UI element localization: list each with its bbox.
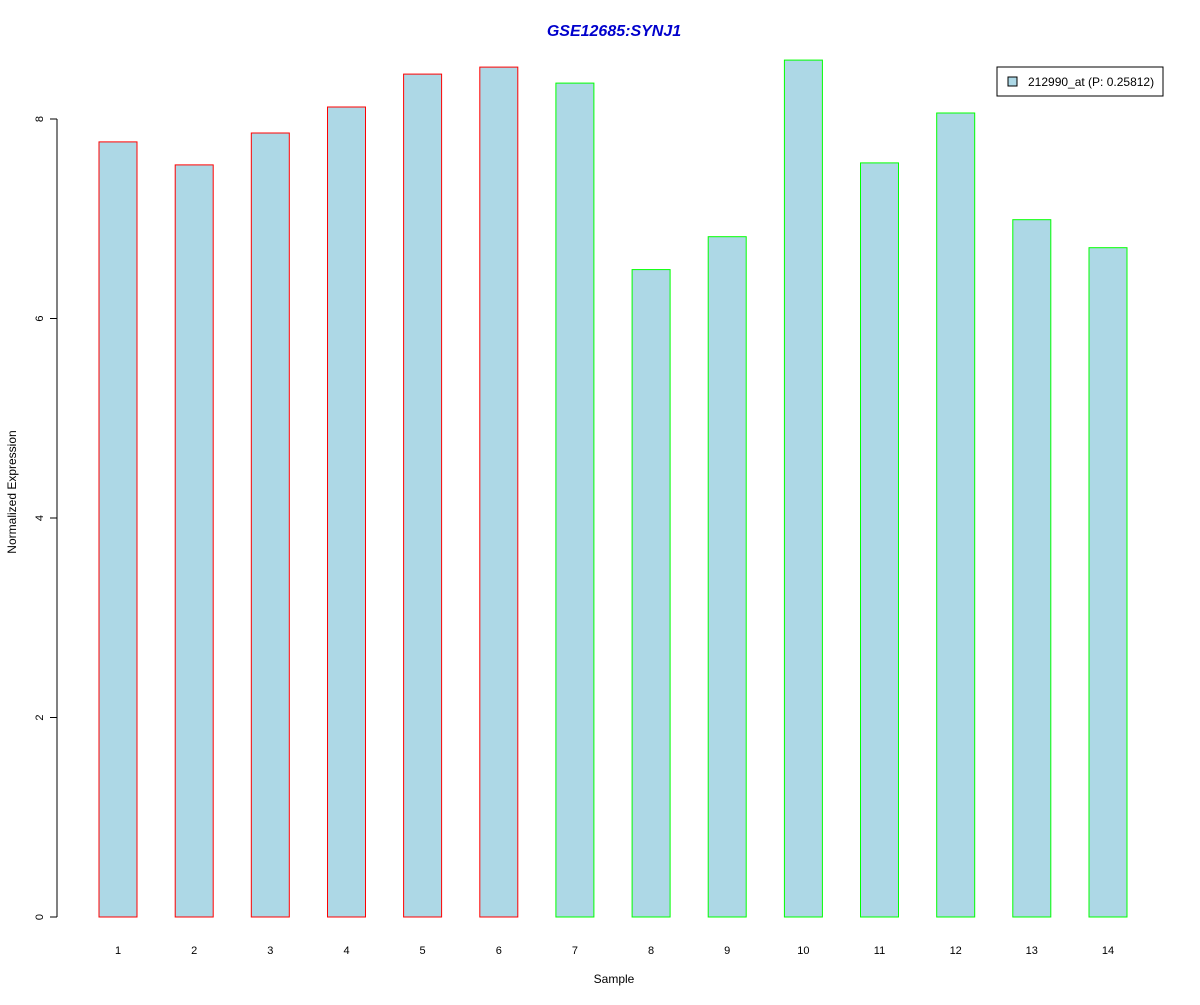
x-tick-label: 10 (797, 945, 809, 957)
legend-swatch (1007, 76, 1018, 87)
bar-sample-14 (1088, 247, 1128, 918)
x-tick-label: 1 (115, 945, 121, 957)
bar-sample-12 (936, 112, 976, 918)
x-tick-label: 14 (1102, 945, 1114, 957)
x-axis-label: Sample (594, 972, 635, 986)
x-tick-label: 4 (343, 945, 349, 957)
y-tick-label: 8 (34, 116, 46, 122)
x-tick-label: 9 (724, 945, 730, 957)
chart-title: GSE12685:SYNJ1 (547, 23, 681, 40)
y-tick-label: 2 (34, 714, 46, 720)
x-tick-label: 5 (420, 945, 426, 957)
bar-sample-7 (555, 82, 595, 918)
bar-sample-4 (327, 106, 366, 918)
x-tick-label: 6 (496, 945, 502, 957)
x-axis: 1 2 3 4 5 6 7 8 9 10 11 12 13 14 (115, 945, 1114, 957)
legend-label: 212990_at (P: 0.25812) (1028, 75, 1154, 89)
bar-sample-8 (631, 269, 671, 918)
bar-sample-2 (174, 164, 214, 918)
bar-sample-6 (479, 66, 519, 918)
y-tick-label: 6 (34, 315, 46, 321)
x-tick-label: 13 (1026, 945, 1038, 957)
y-axis-label: Normalized Expression (5, 430, 19, 553)
x-tick-label: 2 (191, 945, 197, 957)
bar-sample-5 (403, 73, 443, 918)
x-tick-label: 8 (648, 945, 654, 957)
x-tick-label: 3 (267, 945, 273, 957)
bar-sample-3 (250, 132, 290, 918)
bar-sample-11 (860, 162, 899, 918)
bars-group (98, 59, 1128, 918)
x-tick-label: 11 (874, 945, 885, 957)
x-tick-label: 12 (950, 945, 962, 957)
bar-sample-1 (98, 141, 138, 918)
bar-sample-13 (1012, 219, 1052, 918)
legend: 212990_at (P: 0.25812) (996, 66, 1164, 97)
legend-box (996, 66, 1164, 97)
x-tick-label: 7 (572, 945, 578, 957)
y-axis: 0 2 4 6 8 (34, 116, 58, 920)
bar-sample-10 (783, 59, 823, 918)
bar-sample-9 (707, 236, 747, 918)
y-tick-label: 4 (34, 515, 46, 521)
y-tick-label: 0 (34, 914, 46, 920)
